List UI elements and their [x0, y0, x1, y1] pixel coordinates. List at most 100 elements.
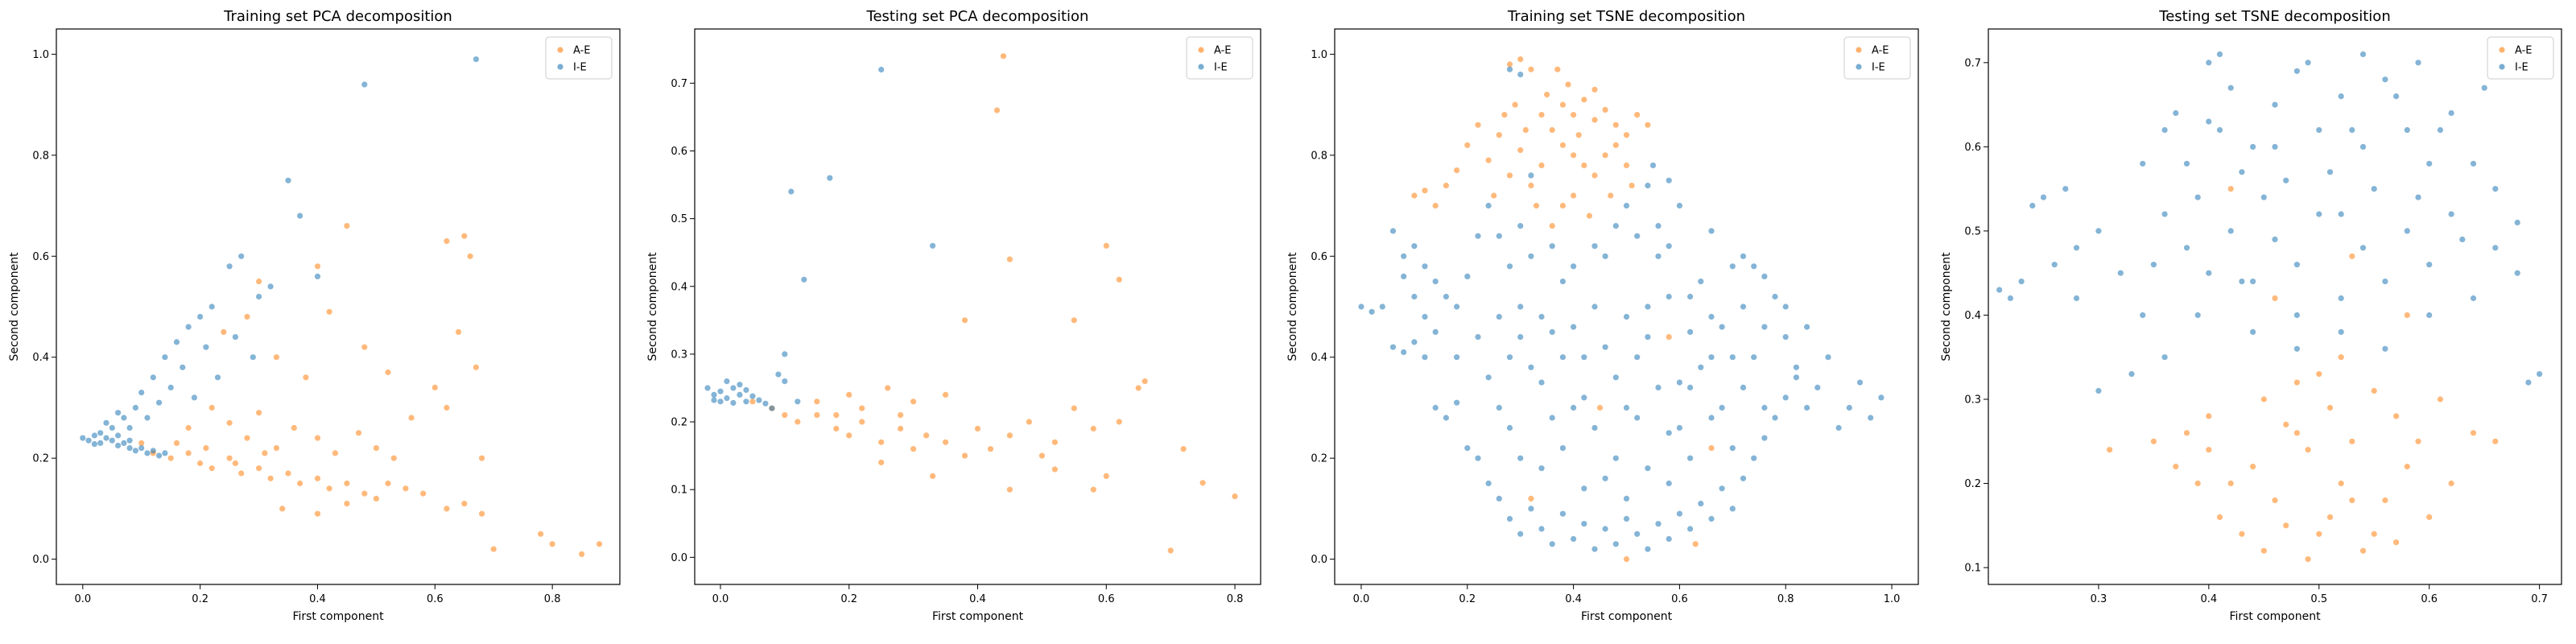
data-point — [1698, 279, 1704, 285]
data-point — [138, 440, 145, 447]
data-point — [2140, 312, 2146, 319]
x-tick-label: 0.2 — [840, 593, 857, 605]
series-I-E — [704, 66, 936, 411]
data-point — [2029, 202, 2036, 209]
data-point — [2492, 438, 2499, 444]
data-point — [2216, 51, 2223, 57]
data-point — [1517, 223, 1524, 229]
data-point — [2316, 126, 2322, 134]
data-point — [1432, 328, 1439, 335]
data-point — [1554, 66, 1561, 72]
data-point — [479, 455, 485, 461]
data-point — [1454, 399, 1460, 406]
data-point — [285, 470, 291, 477]
x-tick-label: 0.8 — [1777, 593, 1794, 605]
x-tick-label: 0.2 — [192, 593, 208, 605]
legend-label: A-E — [573, 45, 591, 57]
data-point — [1501, 112, 1508, 118]
data-point — [2272, 143, 2278, 150]
data-point — [2283, 522, 2289, 529]
data-point — [1591, 303, 1598, 310]
data-point — [1629, 182, 1635, 189]
data-point — [1645, 465, 1651, 472]
data-point — [232, 334, 238, 341]
y-tick-label: 0.1 — [671, 485, 687, 497]
data-point — [2272, 236, 2278, 242]
chart-title: Testing set PCA decomposition — [866, 8, 1089, 25]
data-point — [1687, 526, 1694, 532]
data-point — [1623, 495, 1630, 502]
y-tick-label: 0.3 — [1964, 394, 1981, 407]
data-point — [724, 395, 730, 402]
data-point — [167, 455, 174, 461]
data-point — [1719, 324, 1725, 330]
data-point — [878, 66, 885, 73]
data-point — [2272, 101, 2278, 108]
data-point — [1522, 126, 1529, 134]
y-axis-label: Second component — [8, 252, 21, 361]
data-point — [961, 452, 968, 459]
data-point — [262, 450, 268, 456]
y-tick-label: 0.4 — [671, 281, 687, 293]
data-point — [444, 506, 450, 512]
data-point — [2359, 51, 2367, 57]
data-point — [2448, 211, 2454, 217]
data-point — [2349, 126, 2355, 134]
data-point — [1602, 152, 1608, 159]
data-point — [2206, 270, 2212, 276]
data-point — [132, 448, 138, 454]
data-point — [1528, 495, 1534, 502]
data-point — [2150, 262, 2157, 268]
data-point — [2293, 68, 2300, 74]
data-point — [1559, 354, 1566, 361]
data-point — [2470, 430, 2477, 436]
legend-label: A-E — [1872, 45, 1889, 57]
data-point — [1559, 510, 1566, 517]
data-point — [1538, 465, 1545, 472]
data-point — [1719, 485, 1725, 492]
data-point — [2250, 328, 2256, 335]
data-point — [1649, 162, 1657, 168]
data-point — [1485, 374, 1492, 381]
data-point — [2206, 118, 2212, 125]
x-tick-label: 0.0 — [74, 593, 91, 605]
data-point — [846, 391, 852, 398]
data-point — [402, 485, 409, 492]
data-point — [2227, 228, 2234, 234]
data-point — [109, 437, 115, 444]
data-point — [2382, 76, 2388, 83]
data-point — [121, 415, 127, 421]
series-A-E — [749, 53, 1238, 554]
data-point — [1549, 223, 1555, 229]
x-tick-label: 0.6 — [1098, 593, 1115, 605]
y-tick-label: 0.5 — [671, 213, 687, 225]
data-point — [1422, 263, 1428, 270]
data-point — [2404, 464, 2410, 470]
data-point — [1676, 202, 1682, 209]
data-point — [2514, 219, 2520, 226]
data-point — [2338, 211, 2344, 217]
data-point — [1464, 273, 1471, 279]
data-point — [2095, 387, 2102, 394]
data-point — [1634, 233, 1641, 239]
data-point — [1528, 506, 1534, 512]
data-point — [898, 425, 904, 432]
data-point — [256, 465, 262, 472]
data-point — [1586, 213, 1592, 219]
data-point — [1591, 243, 1598, 250]
data-point — [1591, 86, 1598, 93]
data-point — [1199, 480, 1206, 486]
data-point — [1443, 293, 1449, 300]
data-point — [1623, 132, 1630, 138]
data-point — [1581, 162, 1587, 168]
data-point — [97, 440, 104, 447]
data-point — [303, 374, 309, 381]
data-point — [1575, 132, 1582, 138]
data-point — [2316, 530, 2322, 537]
data-point — [1996, 287, 2003, 293]
data-point — [1051, 466, 1058, 473]
data-point — [1687, 293, 1694, 300]
axes-frame — [1334, 28, 1919, 585]
data-point — [2250, 143, 2256, 150]
data-point — [91, 441, 97, 448]
